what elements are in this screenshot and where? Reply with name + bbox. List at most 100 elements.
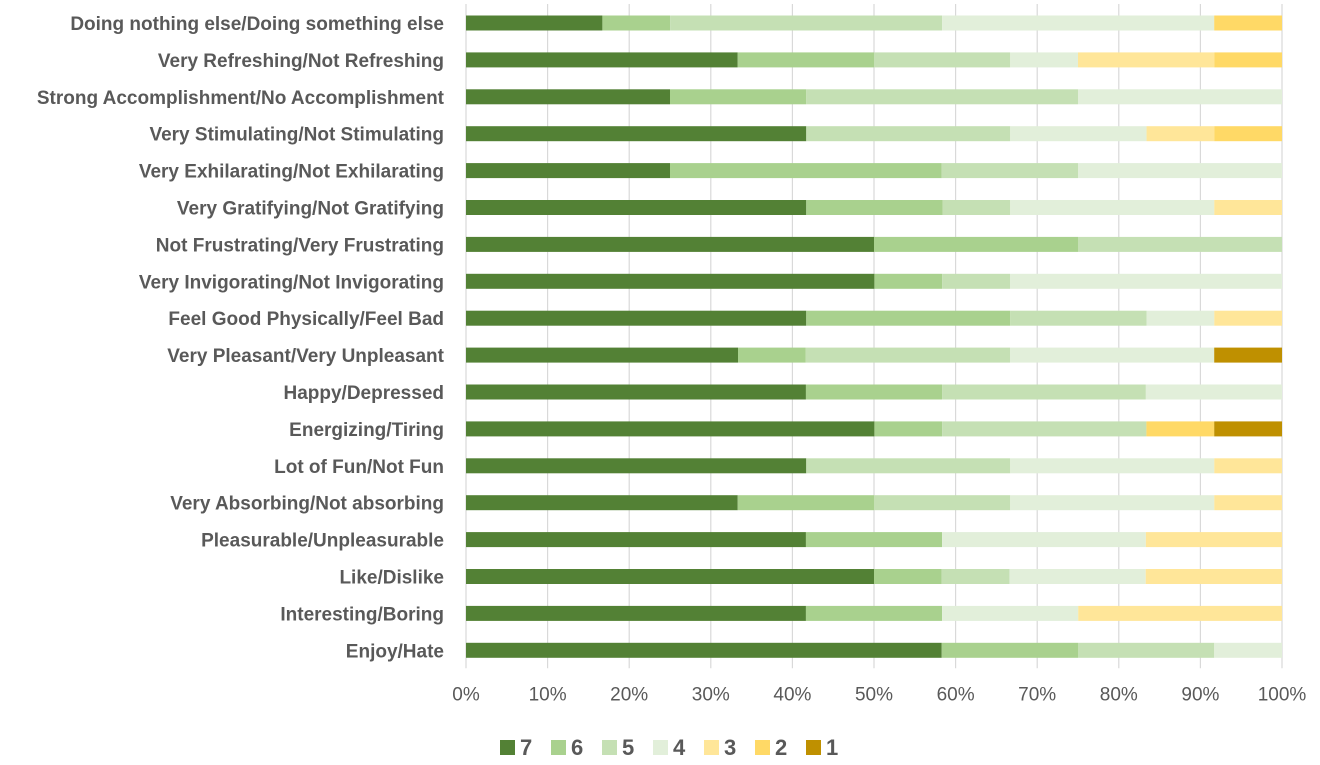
- bar-segment-6: [738, 347, 806, 363]
- bar-segment-2: [1214, 126, 1282, 142]
- bar-segment-6: [737, 495, 874, 511]
- bar-segment-5: [670, 15, 943, 31]
- x-tick-label: 50%: [855, 684, 893, 705]
- bar-segment-4: [1010, 126, 1147, 142]
- bars: [466, 15, 1282, 658]
- bar-segment-5: [942, 421, 1147, 437]
- bar-segment-4: [1078, 163, 1282, 179]
- bar-segment-7: [466, 89, 670, 105]
- legend-label-4: 4: [673, 735, 686, 760]
- legend-swatch-5: [602, 740, 617, 755]
- bar-segment-5: [1010, 310, 1147, 326]
- category-label: Feel Good Physically/Feel Bad: [168, 309, 444, 330]
- legend-label-3: 3: [724, 735, 736, 760]
- bar-segment-7: [466, 642, 942, 658]
- bar-segment-7: [466, 569, 874, 584]
- bar-segment-5: [1078, 642, 1215, 658]
- bar-segment-6: [874, 421, 943, 437]
- x-tick-label: 0%: [452, 684, 480, 705]
- bar-segment-7: [466, 495, 738, 511]
- x-tick-label: 10%: [529, 684, 567, 705]
- category-label: Very Pleasant/Very Unpleasant: [167, 346, 444, 367]
- bar-segment-4: [1009, 569, 1146, 584]
- bar-segment-6: [737, 52, 874, 68]
- x-axis-ticks: 0% 10% 20% 30% 40% 50% 60% 70% 80% 90% 100%: [452, 684, 1306, 705]
- bar-segment-7: [466, 15, 603, 31]
- legend-label-2: 2: [775, 735, 787, 760]
- category-label: Interesting/Boring: [280, 604, 444, 625]
- bar-segment-5: [942, 384, 1146, 400]
- bar-segment-7: [466, 384, 806, 400]
- bar-segment-6: [670, 163, 942, 179]
- bar-segment-7: [466, 52, 738, 68]
- bar-segment-7: [466, 310, 807, 326]
- category-label: Happy/Depressed: [283, 383, 444, 404]
- bar-segment-3: [1145, 569, 1282, 584]
- x-tick-label: 80%: [1100, 684, 1138, 705]
- category-label: Enjoy/Hate: [346, 641, 444, 662]
- legend-label-7: 7: [520, 735, 532, 760]
- bar-segment-5: [942, 200, 1011, 215]
- legend-label-1: 1: [826, 735, 838, 760]
- bar-segment-5: [874, 52, 1011, 68]
- category-label: Lot of Fun/Not Fun: [274, 457, 444, 478]
- category-label: Pleasurable/Unpleasurable: [201, 531, 444, 552]
- bar-segment-6: [874, 236, 1078, 252]
- bar-segment-4: [1010, 347, 1215, 363]
- category-label: Like/Dislike: [339, 568, 444, 589]
- category-label: Strong Accomplishment/No Accomplishment: [37, 88, 445, 109]
- bar-segment-3: [1146, 126, 1215, 142]
- bar-segment-5: [805, 347, 1010, 363]
- bar-segment-5: [1078, 236, 1282, 252]
- category-label: Very Absorbing/Not absorbing: [170, 494, 444, 515]
- bar-segment-4: [1145, 384, 1282, 400]
- gridlines: [465, 4, 1283, 669]
- bar-segment-6: [602, 15, 671, 31]
- x-tick-label: 60%: [937, 684, 975, 705]
- bar-segment-7: [466, 532, 806, 548]
- bar-segment-3: [1145, 532, 1282, 548]
- bar-segment-1: [1214, 421, 1282, 437]
- bar-segment-2: [1214, 15, 1282, 31]
- bar-segment-7: [466, 273, 875, 289]
- bar-segment-7: [466, 458, 807, 474]
- category-labels: Doing nothing else/Doing something else V…: [37, 14, 445, 662]
- bar-segment-6: [805, 384, 943, 400]
- x-tick-label: 100%: [1258, 684, 1307, 705]
- category-label: Not Frustrating/Very Frustrating: [156, 235, 444, 256]
- category-label: Doing nothing else/Doing something else: [70, 14, 444, 35]
- bar-segment-5: [806, 458, 1011, 474]
- category-label: Very Refreshing/Not Refreshing: [158, 51, 444, 72]
- x-tick-label: 90%: [1181, 684, 1219, 705]
- bar-segment-5: [806, 126, 1011, 142]
- bar-segment-3: [1214, 495, 1282, 511]
- category-label: Very Stimulating/Not Stimulating: [149, 125, 444, 146]
- bar-segment-5: [941, 569, 1010, 584]
- bar-segment-7: [466, 163, 670, 179]
- legend-swatch-2: [755, 740, 770, 755]
- category-label: Very Invigorating/Not Invigorating: [139, 272, 444, 293]
- bar-segment-6: [805, 532, 943, 548]
- bar-segment-2: [1214, 52, 1282, 68]
- bar-segment-4: [1010, 200, 1215, 215]
- bar-segment-2: [1146, 421, 1215, 437]
- bar-segment-3: [1078, 605, 1282, 621]
- category-label: Energizing/Tiring: [289, 420, 444, 441]
- legend-swatch-1: [806, 740, 821, 755]
- bar-segment-1: [1214, 347, 1282, 363]
- legend-label-5: 5: [622, 735, 634, 760]
- bar-segment-5: [941, 163, 1078, 179]
- bar-segment-7: [466, 236, 874, 252]
- legend-swatch-6: [551, 740, 566, 755]
- bar-segment-4: [1010, 52, 1078, 68]
- bar-segment-6: [806, 200, 943, 215]
- bar-segment-4: [942, 605, 1079, 621]
- bar-segment-4: [1078, 89, 1282, 105]
- bar-segment-6: [805, 605, 943, 621]
- bar-segment-4: [942, 532, 1146, 548]
- bar-segment-5: [806, 89, 1078, 105]
- bar-segment-6: [670, 89, 807, 105]
- bar-segment-4: [1010, 458, 1215, 474]
- bar-segment-7: [466, 605, 806, 621]
- bar-segment-3: [1214, 458, 1282, 474]
